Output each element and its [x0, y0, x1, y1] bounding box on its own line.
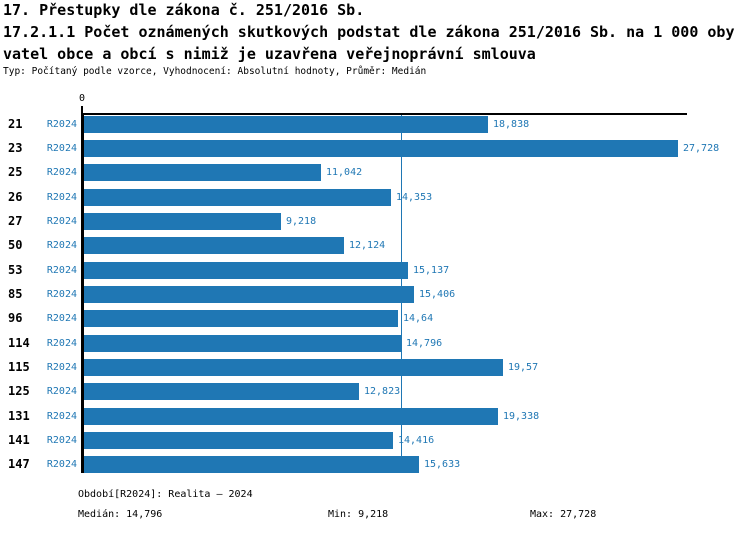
bar: [84, 359, 503, 376]
value-label: 15,137: [413, 265, 450, 276]
bar: [84, 213, 281, 230]
bar: [84, 310, 398, 327]
bar: [84, 432, 393, 449]
chart-title-line2: vatel obce a obcí s nimiž je uzavřena ve…: [3, 45, 536, 63]
category-label: 96: [8, 311, 23, 325]
bar: [84, 140, 678, 157]
series-label: R2024: [46, 167, 77, 178]
category-label: 27: [8, 214, 23, 228]
value-label: 12,124: [349, 240, 386, 251]
value-label: 19,338: [503, 411, 540, 422]
page-title: 17. Přestupky dle zákona č. 251/2016 Sb.: [3, 1, 365, 19]
series-label: R2024: [46, 362, 77, 373]
bar: [84, 286, 414, 303]
bar: [84, 408, 498, 425]
value-label: 15,633: [424, 459, 461, 470]
value-label: 12,823: [364, 386, 401, 397]
series-label: R2024: [46, 411, 77, 422]
series-label: R2024: [46, 386, 77, 397]
value-label: 27,728: [683, 143, 720, 154]
bar: [84, 262, 408, 279]
series-label: R2024: [46, 216, 77, 227]
max-stat: Max: 27,728: [530, 509, 597, 520]
category-label: 21: [8, 117, 23, 131]
category-label: 114: [8, 336, 30, 350]
category-label: 26: [8, 190, 23, 204]
category-label: 85: [8, 287, 23, 301]
category-label: 115: [8, 360, 30, 374]
value-label: 19,57: [508, 362, 539, 373]
value-label: 18,838: [493, 119, 530, 130]
min-stat: Min: 9,218: [328, 509, 389, 520]
x-axis-line: [81, 113, 687, 115]
bar: [84, 116, 488, 133]
bar: [84, 164, 321, 181]
series-label: R2024: [46, 265, 77, 276]
category-label: 25: [8, 165, 23, 179]
chart-title-line1: 17.2.1.1 Počet oznámených skutkových pod…: [3, 23, 735, 41]
y-axis-line: [81, 113, 84, 473]
period-caption: Období[R2024]: Realita – 2024: [78, 489, 253, 500]
x-axis-zero-tick-label: 0: [78, 93, 86, 104]
bar: [84, 456, 419, 473]
series-label: R2024: [46, 338, 77, 349]
series-label: R2024: [46, 459, 77, 470]
category-label: 50: [8, 238, 23, 252]
series-label: R2024: [46, 435, 77, 446]
value-label: 14,416: [398, 435, 435, 446]
x-axis-zero-tick: [81, 106, 83, 113]
chart-meta-info: Typ: Počítaný podle vzorce, Vyhodnocení:…: [3, 66, 427, 77]
series-label: R2024: [46, 240, 77, 251]
value-label: 14,353: [396, 192, 433, 203]
series-label: R2024: [46, 143, 77, 154]
bar: [84, 237, 344, 254]
category-label: 141: [8, 433, 30, 447]
category-label: 147: [8, 457, 30, 471]
value-label: 15,406: [419, 289, 456, 300]
series-label: R2024: [46, 119, 77, 130]
series-label: R2024: [46, 313, 77, 324]
category-label: 23: [8, 141, 23, 155]
median-stat: Medián: 14,796: [78, 509, 163, 520]
value-label: 14,64: [403, 313, 434, 324]
value-label: 11,042: [326, 167, 363, 178]
series-label: R2024: [46, 289, 77, 300]
category-label: 53: [8, 263, 23, 277]
bar: [84, 383, 359, 400]
category-label: 131: [8, 409, 30, 423]
bar: [84, 189, 391, 206]
value-label: 14,796: [406, 338, 443, 349]
category-label: 125: [8, 384, 30, 398]
bar: [84, 335, 401, 352]
series-label: R2024: [46, 192, 77, 203]
value-label: 9,218: [286, 216, 317, 227]
